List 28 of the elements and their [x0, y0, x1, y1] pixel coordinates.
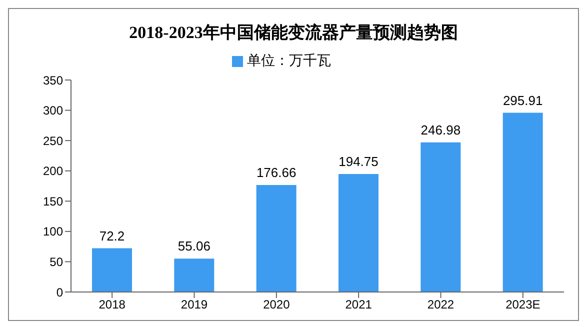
y-tick-label: 300 — [42, 104, 64, 118]
y-tick-label: 350 — [42, 73, 64, 88]
y-tick-label: 200 — [42, 164, 64, 178]
y-tick-label: 50 — [50, 254, 64, 269]
legend-label: 单位：万千瓦 — [247, 52, 331, 68]
y-tick-label: 100 — [42, 224, 64, 239]
y-tick-label: 0 — [56, 285, 64, 300]
data-label: 246.98 — [420, 122, 461, 138]
data-label: 72.2 — [99, 228, 125, 244]
chart-title: 2018-2023年中国储能变流器产量预测趋势图 — [128, 22, 459, 44]
bar — [502, 112, 543, 292]
data-label: 176.66 — [256, 164, 296, 180]
x-tick-label: 2022 — [427, 298, 454, 312]
bar — [256, 184, 296, 292]
y-tick-label: 250 — [42, 134, 64, 148]
bar — [174, 258, 214, 292]
x-tick-label: 2021 — [345, 298, 372, 312]
data-label: 55.06 — [178, 238, 210, 254]
y-tick-label: 150 — [42, 194, 64, 208]
data-label: 295.91 — [502, 92, 543, 108]
bar — [420, 142, 461, 292]
data-label: 194.75 — [338, 154, 378, 170]
bar — [92, 248, 132, 292]
x-tick-label: 2019 — [180, 298, 208, 312]
x-tick-label: 2018 — [98, 298, 126, 312]
x-tick-label: 2020 — [263, 298, 290, 312]
bar — [338, 174, 378, 292]
x-tick-label: 2023E — [506, 298, 540, 312]
